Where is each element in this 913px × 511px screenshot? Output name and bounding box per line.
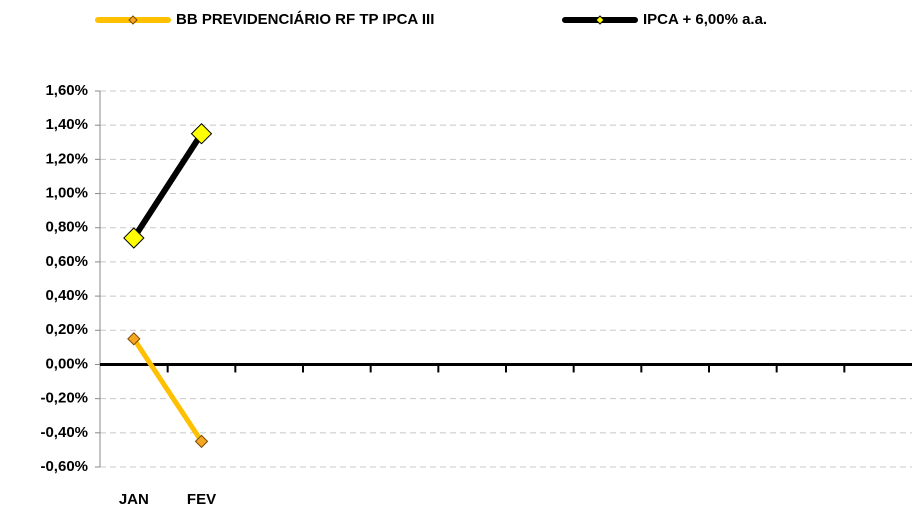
legend-marker xyxy=(128,15,138,25)
y-tick-label: 0,60% xyxy=(45,253,88,270)
legend-label: IPCA + 6,00% a.a. xyxy=(643,11,767,28)
y-tick-label: 1,20% xyxy=(45,150,88,167)
x-tick-label: JAN xyxy=(119,491,149,508)
y-tick-label: 0,20% xyxy=(45,321,88,338)
y-tick-label: 1,40% xyxy=(45,116,88,133)
y-tick-label: -0,20% xyxy=(40,390,88,407)
point-marker xyxy=(123,227,145,249)
point-marker xyxy=(194,434,209,449)
point-marker xyxy=(190,123,213,145)
y-tick-label: 0,80% xyxy=(45,219,88,236)
y-tick-label: 1,60% xyxy=(45,82,88,99)
series-line xyxy=(130,130,205,241)
legend-marker xyxy=(595,15,605,25)
series-line xyxy=(131,336,204,444)
point-marker xyxy=(127,332,141,346)
legend-label: BB PREVIDENCIÁRIO RF TP IPCA III xyxy=(176,11,434,28)
y-tick-label: 1,00% xyxy=(45,185,88,202)
x-tick-label: FEV xyxy=(187,491,216,508)
y-tick-label: 0,40% xyxy=(45,287,88,304)
y-tick-label: -0,60% xyxy=(40,458,88,475)
y-tick-label: -0,40% xyxy=(40,424,88,441)
y-tick-label: 0,00% xyxy=(45,355,88,372)
